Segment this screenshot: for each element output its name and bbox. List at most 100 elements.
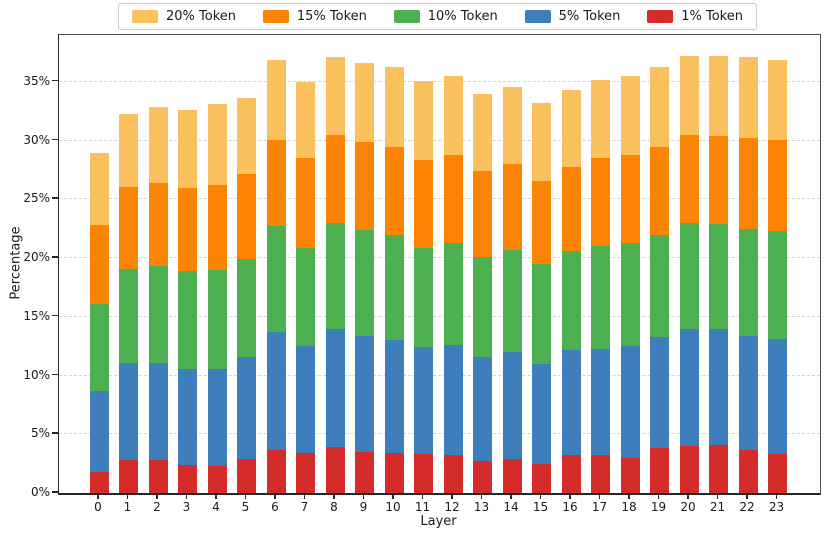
bar-segment-10-token [443,242,463,346]
y-tick-label: 20% [23,250,50,265]
bar-segment-1-token [679,446,699,493]
bar-segment-5-token [473,356,492,462]
bar-segment-5-token [768,339,787,455]
bar-layer-22 [738,57,758,493]
bar-layer-19 [650,66,669,493]
bar-segment-20-token [709,56,728,137]
x-tick-mark [362,494,365,499]
bar-layer-6 [266,59,286,493]
legend-item-10-token: 10% Token [393,10,498,23]
bar-segment-10-token [414,247,433,348]
bar-segment-15-token [768,139,787,232]
bar-segment-10-token [768,231,787,340]
bar-segment-15-token [355,141,374,230]
bar-layer-10 [384,66,404,493]
bar-segment-20-token [119,113,138,187]
y-tick-mark [52,314,58,317]
bar-segment-20-token [620,76,640,155]
x-tick-label: 6 [271,500,279,514]
bar-segment-1-token [768,454,787,493]
bar-segment-10-token [532,264,551,364]
bar-segment-15-token [650,146,669,235]
bar-segment-1-token [591,455,610,493]
bar-segment-5-token [591,348,610,456]
bar-segment-5-token [148,362,168,461]
bar-layer-21 [709,56,728,493]
gridline [59,315,820,317]
bar-layer-23 [768,59,787,493]
plot-area [58,34,821,495]
bar-segment-15-token [443,154,463,243]
bar-segment-5-token [679,328,699,447]
bar-segment-5-token [237,356,256,459]
bar-segment-10-token [89,303,109,391]
bar-segment-1-token [89,471,109,493]
x-tick-label: 23 [768,500,785,514]
y-tick-label: 0% [30,485,50,499]
bar-segment-15-token [266,139,286,227]
bar-segment-20-token [296,82,315,159]
bar-layer-3 [178,110,197,493]
gridline [59,374,820,376]
bar-layer-18 [620,76,640,493]
y-tick-mark [52,373,58,376]
legend-swatch-icon [647,10,674,23]
legend-item-1-token: 1% Token [647,10,743,23]
bar-layer-1 [119,113,138,493]
x-tick-mark [628,494,630,499]
x-tick-label: 10 [385,500,401,514]
bar-segment-1-token [650,448,669,493]
bar-segment-10-token [207,269,227,369]
bar-segment-5-token [296,346,315,454]
x-tick-label: 16 [562,500,578,514]
x-tick-mark [185,494,188,499]
x-tick-mark [421,494,424,499]
bar-segment-1-token [355,451,374,493]
bar-segment-5-token [266,332,286,450]
bar-segment-10-token [178,271,197,369]
bar-segment-5-token [443,345,463,456]
bar-segment-20-token [207,104,227,186]
y-tick-mark [52,79,58,82]
x-tick-label: 14 [503,500,519,514]
bar-layer-15 [532,103,551,493]
bar-segment-20-token [148,106,168,183]
bar-segment-10-token [325,222,345,329]
bar-segment-5-token [532,363,551,464]
bar-segment-5-token [414,347,433,455]
bar-segment-1-token [237,458,256,493]
x-tick-mark [97,494,99,499]
legend-label: 20% Token [166,9,237,24]
x-tick-label: 8 [330,500,338,514]
y-tick-mark [52,197,58,199]
y-tick-label: 5% [30,426,50,441]
bar-layer-0 [89,152,109,493]
x-tick-mark [215,494,217,499]
bar-segment-15-token [119,186,138,269]
bar-segment-15-token [325,134,345,223]
bar-segment-15-token [591,158,610,247]
bar-segment-10-token [237,259,256,357]
bar-segment-5-token [325,328,345,448]
bar-segment-1-token [561,455,581,493]
bar-segment-5-token [207,368,227,466]
gridline [59,433,820,435]
bar-segment-20-token [266,59,286,140]
x-tick-label: 18 [621,500,637,514]
x-tick-mark [274,494,276,499]
bar-segment-10-token [738,228,758,336]
bar-segment-20-token [561,90,581,167]
bar-segment-15-token [709,136,728,225]
bar-segment-20-token [502,86,522,165]
bar-layer-8 [325,57,345,493]
y-tick-mark [52,138,58,141]
legend-label: 1% Token [681,9,743,24]
legend-label: 5% Token [558,9,621,24]
x-tick-mark [156,494,158,499]
bar-segment-10-token [119,268,138,363]
bar-layer-2 [148,106,168,493]
bar-segment-10-token [296,247,315,347]
bar-segment-1-token [119,460,138,493]
x-tick-label: 4 [212,500,220,514]
bar-layer-17 [591,79,610,493]
